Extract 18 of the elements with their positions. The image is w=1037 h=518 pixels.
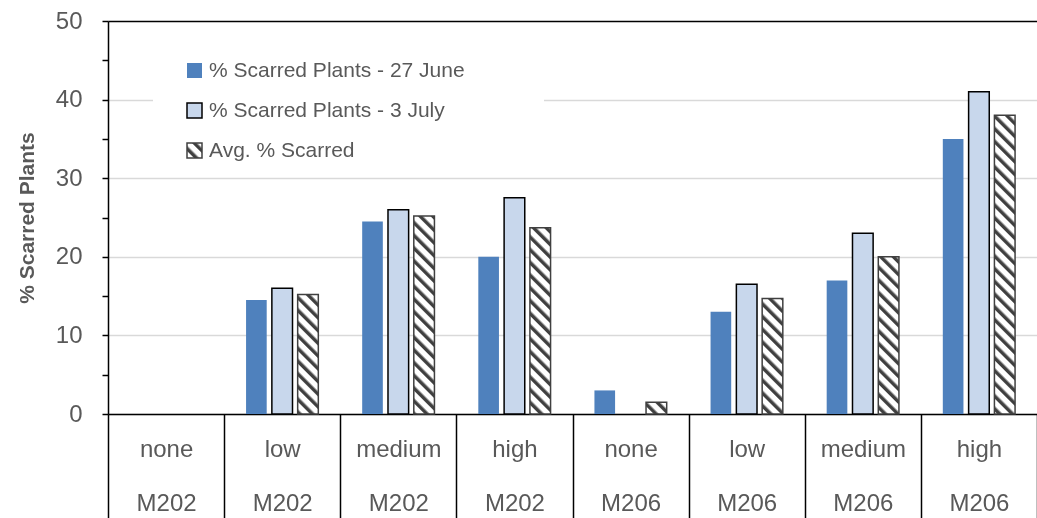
y-tick-label: 0: [69, 399, 83, 427]
y-axis-title: % Scarred Plants: [14, 132, 38, 304]
x-tick-label: none M206: [601, 434, 662, 516]
x-tick-label: medium M202: [356, 434, 442, 516]
x-tick-label: high M202: [484, 434, 545, 516]
x-tick-label: low M202: [252, 434, 313, 516]
y-tick-label: 20: [55, 242, 83, 270]
y-tick-label: 50: [55, 6, 83, 34]
x-tick-label: medium M206: [820, 434, 906, 516]
y-tick-label: 30: [55, 163, 83, 191]
y-tick-label: 10: [55, 320, 83, 348]
x-tick-label: none M202: [136, 434, 197, 516]
legend-label: Avg. % Scarred: [209, 138, 355, 161]
y-tick-label: 40: [55, 85, 83, 113]
x-tick-label: high M206: [949, 434, 1010, 516]
legend-label: % Scarred Plants - 27 June: [209, 58, 465, 81]
x-tick-label: low M206: [717, 434, 778, 516]
legend-label: % Scarred Plants - 3 July: [209, 98, 446, 121]
